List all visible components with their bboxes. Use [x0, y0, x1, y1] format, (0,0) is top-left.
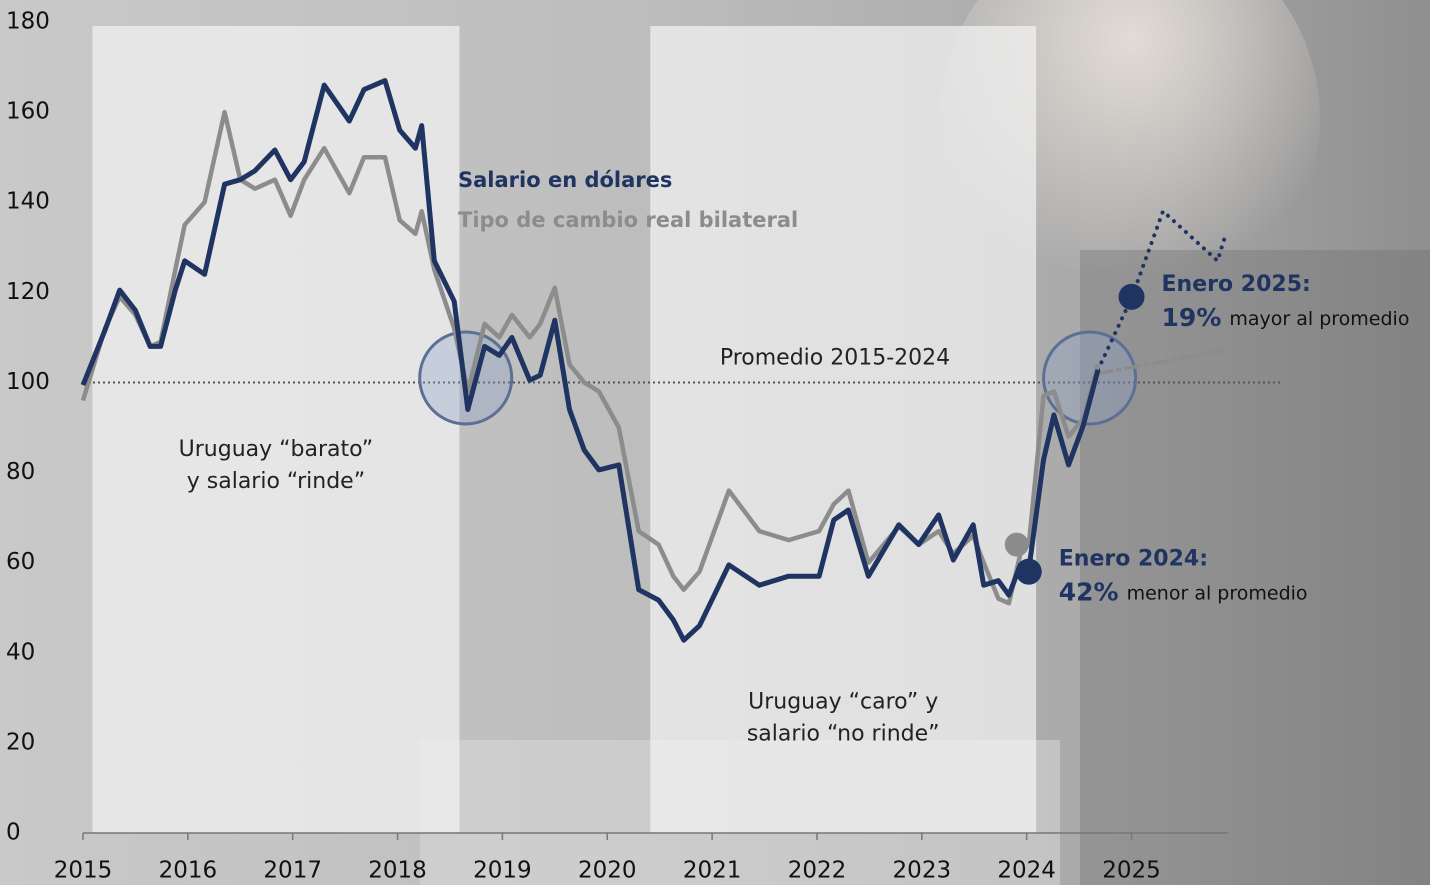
y-tick-label: 80 — [6, 459, 35, 485]
callout-marker — [1015, 558, 1042, 585]
y-tick-label: 0 — [6, 820, 21, 846]
span-label: salario “no rinde” — [747, 721, 940, 746]
shaded-period — [650, 26, 1037, 833]
legend-entry: Tipo de cambio real bilateral — [458, 208, 798, 232]
background-photo — [1080, 250, 1430, 885]
span-label: Uruguay “caro” y — [748, 689, 938, 714]
highlight-circle — [1042, 330, 1138, 426]
y-tick-label: 180 — [6, 9, 50, 35]
callout-text: 19% mayor al promedio — [1162, 303, 1410, 332]
span-label: y salario “rinde” — [187, 469, 365, 494]
callout-rest: menor al promedio — [1127, 582, 1308, 604]
y-tick-label: 100 — [6, 369, 50, 395]
y-tick-label: 20 — [6, 729, 35, 755]
x-tick-label: 2016 — [159, 858, 218, 884]
reference-label: Promedio 2015-2024 — [720, 345, 950, 370]
callout-text: 42% menor al promedio — [1059, 578, 1308, 607]
callout-rest: mayor al promedio — [1229, 307, 1409, 329]
series-line — [80, 78, 1101, 643]
series-line — [80, 109, 1101, 606]
y-tick-label: 140 — [6, 189, 50, 215]
x-tick-label: 2025 — [1102, 858, 1161, 884]
x-tick-label: 2024 — [997, 858, 1056, 884]
callout-title: Enero 2025: — [1162, 272, 1311, 297]
x-tick-label: 2018 — [368, 858, 427, 884]
shaded-period — [92, 26, 460, 833]
y-tick-label: 60 — [6, 549, 35, 575]
x-tick-label: 2021 — [683, 858, 742, 884]
callout-marker — [1118, 283, 1145, 310]
plot: 0 20 40 60 80 100 120 140 160 180 2015 2016 2017 2018… — [6, 9, 1409, 884]
callout-pct: 42% — [1059, 578, 1119, 607]
x-tick-label: 2019 — [473, 858, 532, 884]
x-tick-label: 2022 — [788, 858, 847, 884]
x-tick-label: 2017 — [263, 858, 322, 884]
x-tick-label: 2020 — [578, 858, 637, 884]
x-tick-label: 2023 — [893, 858, 952, 884]
callout-marker — [1004, 532, 1029, 557]
legend-entry: Salario en dólares — [458, 168, 672, 192]
y-tick-label: 40 — [6, 639, 35, 665]
y-tick-label: 120 — [6, 279, 50, 305]
projection-line — [1096, 207, 1228, 372]
y-tick-label: 160 — [6, 99, 50, 125]
projection-line — [1096, 348, 1225, 376]
span-label: Uruguay “barato” — [179, 437, 374, 462]
callout-pct: 19% — [1162, 303, 1222, 332]
x-tick-label: 2015 — [54, 858, 113, 884]
callout-title: Enero 2024: — [1059, 547, 1208, 572]
